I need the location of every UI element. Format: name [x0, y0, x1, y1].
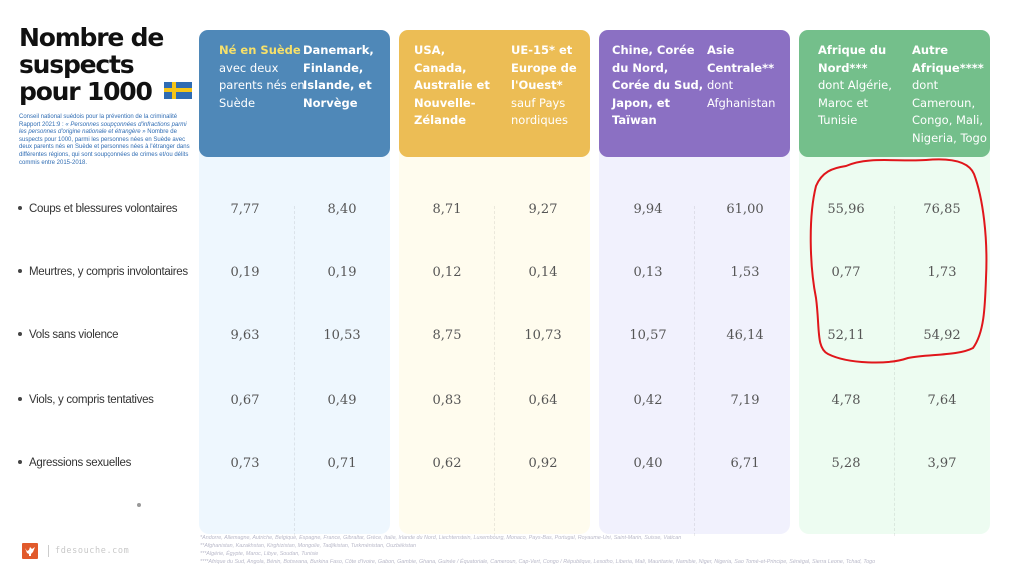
- column-divider: [894, 206, 895, 536]
- footnote-2: **Afghanistan, Kazakhstan, Kirghizistan,…: [200, 543, 417, 549]
- group-header: USA, Canada, Australie et Nouvelle-Zélan…: [399, 30, 590, 157]
- table-cell: 7,77: [230, 202, 260, 217]
- page-title: Nombre de suspects pour 1000: [19, 24, 194, 105]
- table-cell: 8,71: [432, 202, 462, 217]
- group-sweden-nordic: Né en Suède avec deux parents nés en Suè…: [199, 30, 390, 536]
- footnote-1: *Andorre, Allemagne, Autriche, Belgique,…: [200, 535, 682, 541]
- footnote-4: ****Afrique du Sud, Angola, Bénin, Botsw…: [200, 559, 876, 565]
- table-cell: 10,73: [524, 328, 562, 343]
- table-cell: 0,92: [528, 456, 558, 471]
- source-line-1: Conseil national suédois pour la prévent…: [19, 114, 178, 120]
- group-header: Né en Suède avec deux parents nés en Suè…: [199, 30, 390, 157]
- table-cell: 0,77: [831, 265, 861, 280]
- site-link[interactable]: fdesouche.com: [55, 546, 130, 556]
- row-label: Coups et blessures volontaires: [18, 203, 178, 215]
- source-note: Conseil national suédois pour la prévent…: [19, 114, 194, 167]
- table-cell: 0,62: [432, 456, 462, 471]
- row-label: Vols sans violence: [18, 329, 119, 341]
- table-cell: 10,57: [629, 328, 667, 343]
- table-cell: 10,53: [323, 328, 361, 343]
- table-cell: 0,64: [528, 393, 558, 408]
- sweden-flag-icon: [163, 81, 192, 99]
- column-header-nordic: Danemark, Finlande, Islande, et Norvège: [303, 43, 374, 110]
- table-cell: 4,78: [831, 393, 861, 408]
- group-header: Chine, Corée du Nord, Corée du Sud, Japo…: [599, 30, 790, 157]
- table-cell: 54,92: [923, 328, 961, 343]
- table-cell: 0,40: [633, 456, 663, 471]
- table-cell: 0,14: [528, 265, 558, 280]
- table-cell: 55,96: [827, 202, 865, 217]
- group-west: USA, Canada, Australie et Nouvelle-Zélan…: [399, 30, 590, 536]
- bullet-icon: [18, 205, 22, 210]
- row-label: Agressions sexuelles: [18, 457, 131, 469]
- bullet-icon: [18, 331, 22, 336]
- table-cell: 0,71: [327, 456, 357, 471]
- title-line-3: pour 1000: [19, 78, 194, 105]
- table-cell: 0,42: [633, 393, 663, 408]
- table-cell: 46,14: [726, 328, 764, 343]
- table-cell: 76,85: [923, 202, 961, 217]
- column-header-north-africa: Afrique du Nord*** dont Algérie, Maroc e…: [818, 43, 892, 127]
- column-header-born-in-sweden: Né en Suède avec deux parents nés en Suè…: [219, 43, 305, 110]
- rooster-glyph: [25, 547, 35, 556]
- footnote-3: ***Algérie, Égypte, Maroc, Libye, Soudan…: [200, 551, 319, 557]
- bullet-icon: [18, 396, 22, 401]
- footnotes: *Andorre, Allemagne, Autriche, Belgique,…: [200, 534, 1024, 566]
- decorative-dot: [137, 503, 141, 507]
- column-divider: [294, 206, 295, 536]
- table-cell: 8,75: [432, 328, 462, 343]
- table-cell: 0,67: [230, 393, 260, 408]
- table-cell: 9,63: [230, 328, 260, 343]
- table-cell: 61,00: [726, 202, 764, 217]
- table-cell: 0,73: [230, 456, 260, 471]
- source-report-title: « Personnes soupçonnées d'infractions pa…: [19, 121, 187, 136]
- source-body: Nombre de suspects pour 1000, parmi les …: [19, 129, 190, 166]
- bullet-icon: [18, 268, 22, 273]
- table-cell: 7,19: [730, 393, 760, 408]
- column-header-central-asia: Asie Centrale** dont Afghanistan: [707, 43, 776, 110]
- table-cell: 0,83: [432, 393, 462, 408]
- table-cell: 0,19: [327, 265, 357, 280]
- table-cell: 52,11: [827, 328, 865, 343]
- group-header: Afrique du Nord*** dont Algérie, Maroc e…: [799, 30, 990, 157]
- title-line-1: Nombre de: [19, 23, 164, 52]
- rooster-logo-icon[interactable]: [22, 543, 38, 559]
- table-cell: 0,49: [327, 393, 357, 408]
- table-cell: 5,28: [831, 456, 861, 471]
- column-header-east-asia: Chine, Corée du Nord, Corée du Sud, Japo…: [612, 43, 704, 127]
- table-cell: 3,97: [927, 456, 957, 471]
- table-cell: 1,73: [927, 265, 957, 280]
- row-label: Viols, y compris tentatives: [18, 394, 154, 406]
- table-cell: 9,27: [528, 202, 558, 217]
- table-cell: 0,19: [230, 265, 260, 280]
- table-cell: 8,40: [327, 202, 357, 217]
- group-asia: Chine, Corée du Nord, Corée du Sud, Japo…: [599, 30, 790, 536]
- table-cell: 6,71: [730, 456, 760, 471]
- column-divider: [694, 206, 695, 536]
- table-cell: 1,53: [730, 265, 760, 280]
- column-divider: [494, 206, 495, 536]
- column-header-other-africa: Autre Afrique**** dont Cameroun, Congo, …: [912, 43, 987, 145]
- title-line-2: suspects: [19, 50, 135, 79]
- table-cell: 7,64: [927, 393, 957, 408]
- column-header-usa-canada: USA, Canada, Australie et Nouvelle-Zélan…: [414, 43, 490, 127]
- table-cell: 0,13: [633, 265, 663, 280]
- footer-separator: [48, 545, 49, 557]
- table-cell: 0,12: [432, 265, 462, 280]
- column-header-eu15: UE-15* et Europe de l'Ouest* sauf Pays n…: [511, 43, 577, 127]
- bullet-icon: [18, 459, 22, 464]
- row-label: Meurtres, y compris involontaires: [18, 266, 188, 278]
- table-cell: 9,94: [633, 202, 663, 217]
- source-report: Rapport 2021:9 :: [19, 121, 66, 128]
